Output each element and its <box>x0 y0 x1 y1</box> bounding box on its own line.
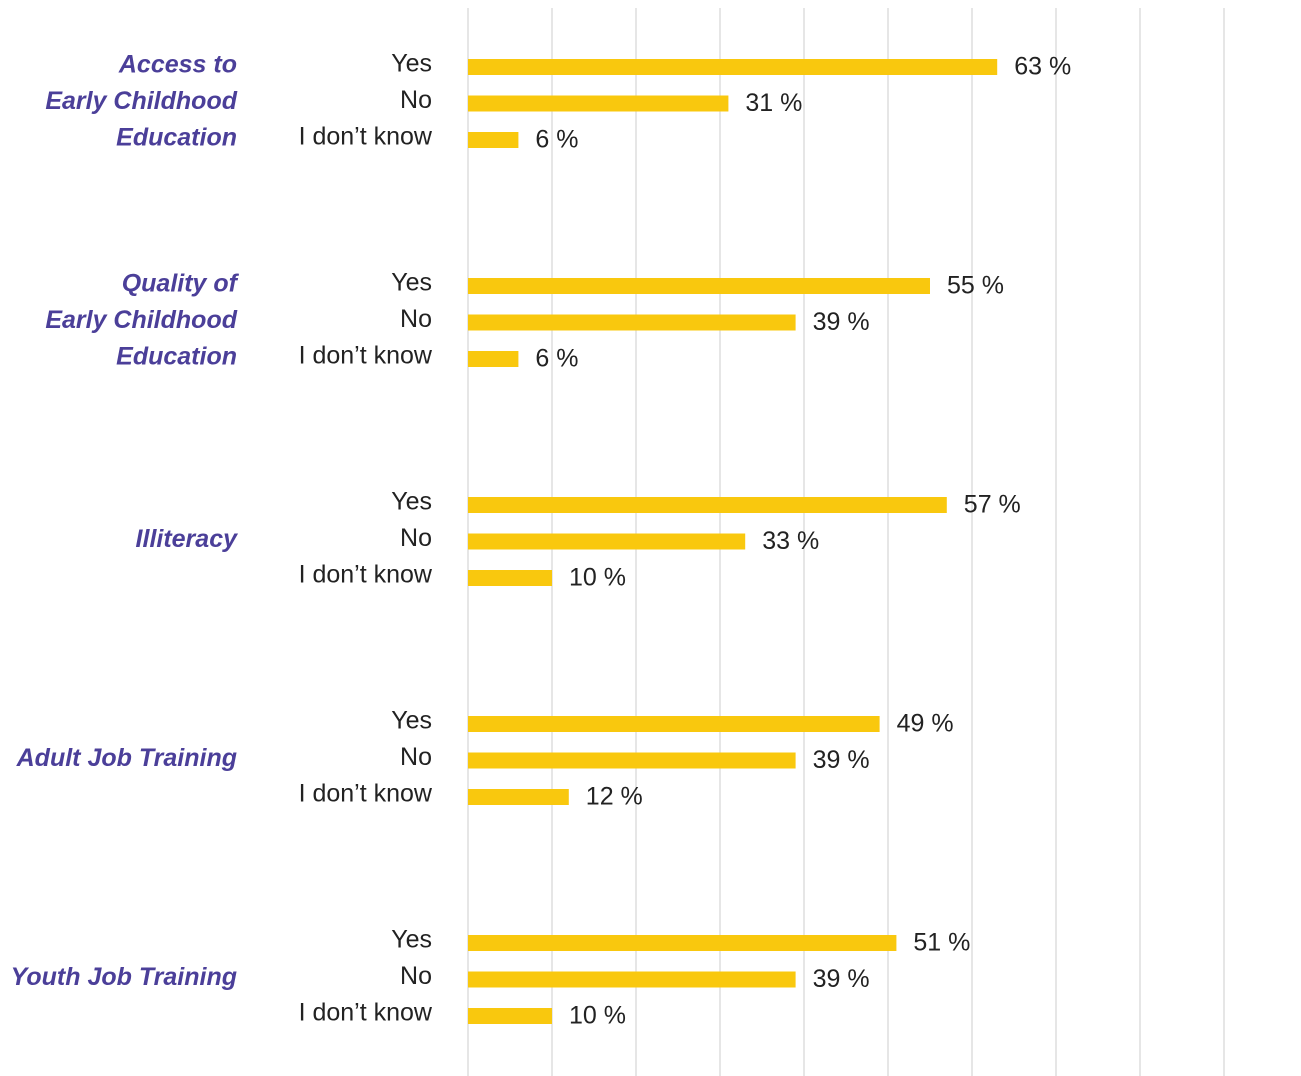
value-label: 6 % <box>535 345 578 373</box>
bar <box>468 95 729 112</box>
category-label: I don’t know <box>299 780 433 808</box>
value-label: 63 % <box>1014 53 1071 81</box>
category-label: No <box>400 305 432 333</box>
group-label: Adult Job Training <box>16 744 237 772</box>
bar <box>468 716 880 732</box>
bar <box>468 789 569 805</box>
bar <box>468 752 796 769</box>
category-label: I don’t know <box>299 123 433 151</box>
value-label: 39 % <box>813 308 870 336</box>
bar <box>468 314 796 331</box>
value-label: 39 % <box>813 746 870 774</box>
value-label: 49 % <box>897 710 954 738</box>
value-label: 10 % <box>569 564 626 592</box>
value-label: 55 % <box>947 272 1004 300</box>
bar <box>468 278 930 294</box>
group-label: Education <box>116 124 237 152</box>
bar <box>468 132 519 148</box>
bar <box>468 351 519 367</box>
category-label: Yes <box>391 488 432 516</box>
category-label: No <box>400 524 432 552</box>
value-label: 39 % <box>813 965 870 993</box>
group-label: Youth Job Training <box>11 963 237 991</box>
bar <box>468 1008 552 1024</box>
category-label: No <box>400 962 432 990</box>
category-label: No <box>400 86 432 114</box>
value-label: 10 % <box>569 1002 626 1030</box>
category-label: Yes <box>391 269 432 297</box>
category-label: I don’t know <box>299 342 433 370</box>
bar <box>468 59 998 75</box>
value-label: 51 % <box>913 929 970 957</box>
group-label: Quality of <box>122 270 240 298</box>
category-label: No <box>400 743 432 771</box>
bar <box>468 570 552 586</box>
bar <box>468 497 947 513</box>
bar <box>468 533 746 550</box>
bar <box>468 971 796 988</box>
category-label: I don’t know <box>299 999 433 1027</box>
category-label: I don’t know <box>299 561 433 589</box>
group-label: Illiteracy <box>136 525 239 553</box>
category-label: Yes <box>391 50 432 78</box>
value-label: 33 % <box>762 527 819 555</box>
group-label: Access to <box>118 51 237 79</box>
category-label: Yes <box>391 707 432 735</box>
value-label: 6 % <box>535 126 578 154</box>
group-label: Early Childhood <box>45 87 237 115</box>
category-label: Yes <box>391 926 432 954</box>
value-label: 57 % <box>964 491 1021 519</box>
value-label: 12 % <box>586 783 643 811</box>
bar <box>468 935 897 951</box>
value-label: 31 % <box>745 89 802 117</box>
group-label: Early Childhood <box>45 306 237 334</box>
group-label: Education <box>116 343 237 371</box>
